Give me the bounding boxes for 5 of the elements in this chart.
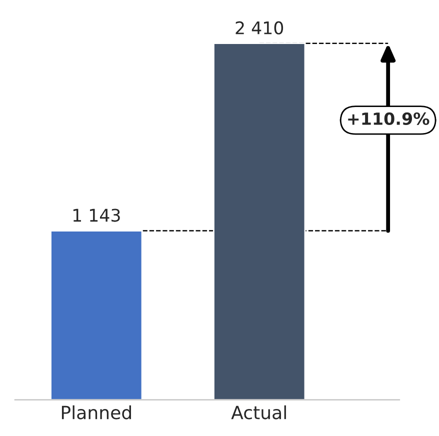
data-label: 2 410 (236, 21, 284, 34)
annotation: +110.9% (348, 112, 430, 126)
x-tick-label: Actual (231, 405, 286, 420)
data-label: 1 143 (73, 208, 120, 222)
x-tick-label: Planned (62, 405, 131, 420)
